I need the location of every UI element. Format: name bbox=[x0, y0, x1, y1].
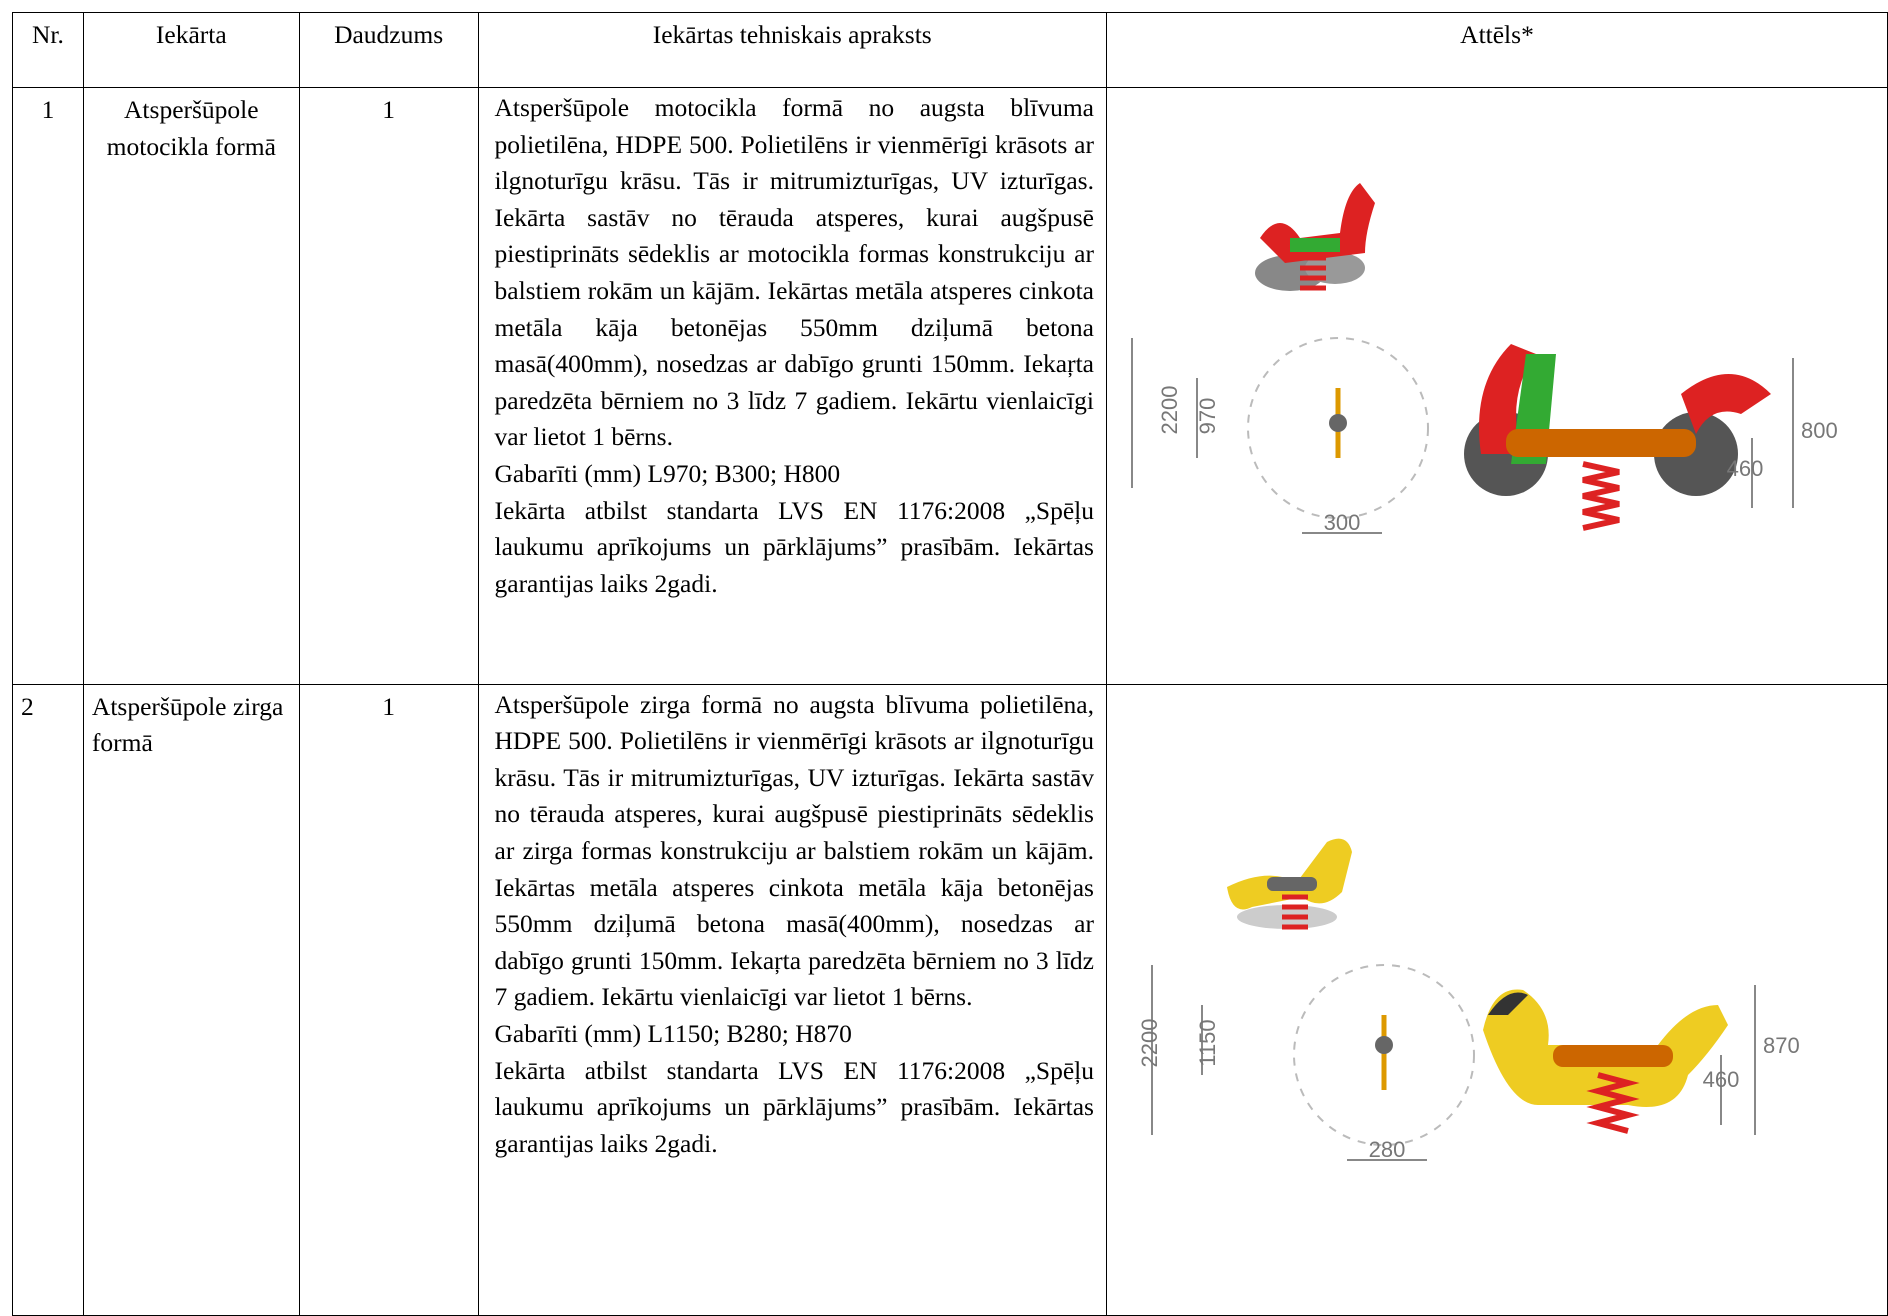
row: 2 Atsperšūpole zirga formā 1 Atsperšūpol… bbox=[12, 683, 1888, 1316]
header-row: Nr. Iekārta Daudzums Iekārtas tehniskais… bbox=[12, 12, 1888, 88]
description-cell: Atsperšūpole zirga formā no augsta blīvu… bbox=[477, 683, 1107, 1316]
equipment-table: Nr. Iekārta Daudzums Iekārtas tehniskais… bbox=[12, 12, 1888, 1316]
header-cell: Iekārtas tehniskais apraksts bbox=[477, 12, 1107, 88]
horse-drawing: 2200 1150 280 870 460 bbox=[1137, 838, 1800, 1162]
paragraph: Iekārta atbilst standarta LVS EN 1176:20… bbox=[494, 1055, 1094, 1158]
dimension-label: 300 bbox=[1324, 510, 1361, 535]
image-cell: 2200 970 300 800 460 bbox=[1105, 87, 1888, 685]
dimension-label: 460 bbox=[1727, 456, 1764, 481]
dimension-label: 970 bbox=[1195, 398, 1220, 435]
paragraph: Atsperšūpole motocikla formā no augsta b… bbox=[494, 93, 1094, 452]
dimension-label: 460 bbox=[1703, 1067, 1740, 1092]
paragraph: Atsperšūpole zirga formā no augsta blīvu… bbox=[494, 689, 1094, 1012]
dimension-label: 800 bbox=[1801, 418, 1838, 443]
description-cell: Atsperšūpole motocikla formā no augsta b… bbox=[477, 87, 1107, 685]
name-cell: Atsperšūpole zirga formā bbox=[82, 683, 300, 1316]
motorcycle-drawing: 2200 970 300 800 460 bbox=[1130, 183, 1838, 535]
paragraph: Gabarīti (mm) L970; B300; H800 bbox=[494, 458, 841, 488]
dimension-label: 2200 bbox=[1157, 386, 1182, 435]
dimension-label: 1150 bbox=[1195, 1019, 1220, 1066]
small-view bbox=[1254, 183, 1375, 291]
nr-cell: 2 bbox=[12, 683, 84, 1316]
header-cell: Daudzums bbox=[298, 12, 479, 88]
name-cell: Atsperšūpole motocikla formā bbox=[82, 87, 300, 685]
dimension-label: 2200 bbox=[1137, 1018, 1162, 1067]
header-cell: Attēls* bbox=[1105, 12, 1888, 88]
side-view bbox=[1482, 989, 1728, 1134]
quantity-cell: 1 bbox=[298, 87, 479, 685]
row: 1 Atsperšūpole motocikla formā 1 Atsperš… bbox=[12, 87, 1888, 685]
nr-cell: 1 bbox=[12, 87, 84, 685]
header-cell: Iekārta bbox=[82, 12, 300, 88]
quantity-cell: 1 bbox=[298, 683, 479, 1316]
dimension-label: 870 bbox=[1763, 1033, 1800, 1058]
side-view bbox=[1463, 344, 1771, 531]
dimension-label: 280 bbox=[1369, 1137, 1406, 1162]
image-cell: 2200 1150 280 870 460 bbox=[1105, 683, 1888, 1316]
paragraph: Iekārta atbilst standarta LVS EN 1176:20… bbox=[494, 495, 1094, 598]
small-view bbox=[1226, 838, 1352, 930]
paragraph: Gabarīti (mm) L1150; B280; H870 bbox=[494, 1018, 852, 1048]
header-cell: Nr. bbox=[12, 12, 84, 88]
